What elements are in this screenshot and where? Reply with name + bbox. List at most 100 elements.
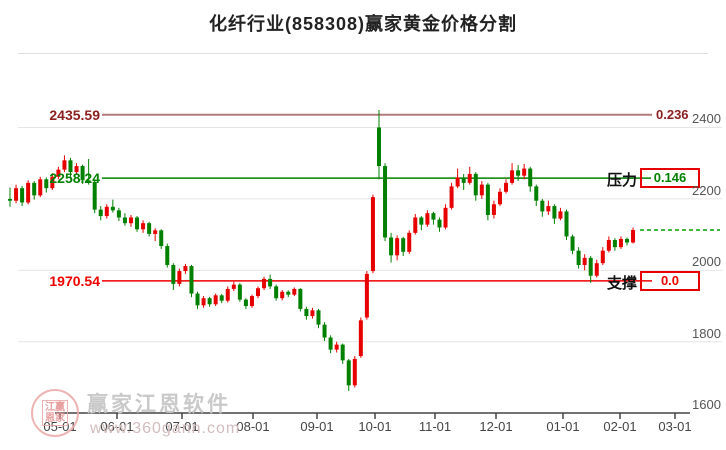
candle-body <box>564 211 569 237</box>
candle-body <box>116 210 121 218</box>
candle-body <box>68 160 73 173</box>
level-name-label: 支撑 <box>606 274 637 292</box>
candle-body <box>582 257 587 265</box>
candle-body <box>467 173 472 183</box>
candle-body <box>86 180 91 182</box>
candle-body <box>437 219 442 228</box>
candle-body <box>195 293 200 306</box>
candle-body <box>449 186 454 208</box>
x-axis-tick-label: 08-01 <box>236 419 270 434</box>
candle-body <box>479 184 484 196</box>
level-price-label: 2435.59 <box>49 106 100 123</box>
candle-body <box>50 176 55 189</box>
x-axis-tick-label: 07-01 <box>165 419 199 434</box>
candle-body <box>419 217 424 225</box>
candle-body <box>177 271 182 284</box>
candle-body <box>183 266 188 272</box>
candle-body <box>104 206 109 217</box>
candle-body <box>8 198 12 201</box>
candle-body <box>20 188 25 203</box>
y-axis-tick-label: 1800 <box>692 325 721 341</box>
candle-body <box>122 217 127 224</box>
candle-body <box>310 310 315 317</box>
x-axis-tick-label: 10-01 <box>358 419 392 434</box>
candle-body <box>455 177 460 187</box>
candle-body <box>364 273 369 318</box>
candle-body <box>249 296 254 307</box>
candle-body <box>473 173 478 196</box>
candle-body <box>110 206 115 211</box>
candle-body <box>171 264 176 284</box>
candle-body <box>189 266 194 294</box>
candle-body <box>268 278 273 287</box>
candle-body <box>135 217 140 230</box>
candle-body <box>141 223 146 230</box>
candle-body <box>328 337 333 350</box>
candle-body <box>322 324 327 338</box>
candle-body <box>44 179 49 189</box>
x-axis-tick-label: 01-01 <box>546 419 580 434</box>
candle-body <box>80 166 85 181</box>
y-axis-tick-label: 2000 <box>692 254 721 270</box>
candle-body <box>286 291 291 295</box>
candle-body <box>340 344 345 361</box>
candle-body <box>352 358 357 386</box>
candle-body <box>14 188 19 201</box>
candle-body <box>588 257 593 276</box>
candle-body <box>304 308 309 317</box>
candle-body <box>262 278 267 289</box>
candle-body <box>231 284 236 289</box>
candle-body <box>576 250 581 265</box>
candle-body <box>92 181 97 210</box>
candle-body <box>26 182 31 203</box>
candle-body <box>606 239 611 251</box>
candle-body <box>510 170 515 183</box>
x-axis-tick-label: 12-01 <box>479 419 513 434</box>
candle-body <box>504 182 509 192</box>
candle-body <box>528 168 533 187</box>
candle-body <box>376 127 381 167</box>
candle-body <box>147 223 152 234</box>
candle-body <box>237 284 242 300</box>
candle-body <box>213 295 218 305</box>
candle-body <box>552 206 557 219</box>
x-axis-tick-label: 03-01 <box>658 419 692 434</box>
watermark-stamp-text: 江赢 恩家 <box>42 400 68 426</box>
candle-body <box>546 206 551 212</box>
candle-body <box>522 168 527 176</box>
candle-body <box>207 298 212 305</box>
level-ratio-value: 0.236 <box>656 106 689 122</box>
watermark-brand: 赢家江恩软件 <box>87 393 231 416</box>
candle-body <box>316 310 321 325</box>
candle-body <box>600 250 605 264</box>
candle-body <box>624 238 629 243</box>
page-title: 化纤行业(858308)赢家黄金价格分割 <box>208 14 518 34</box>
candle-body <box>431 213 436 220</box>
candle-body <box>128 217 133 224</box>
candle-body <box>631 229 636 243</box>
candle-body <box>201 298 206 306</box>
candle-body <box>165 246 170 265</box>
title-separator <box>18 53 708 54</box>
candle-body <box>534 186 539 201</box>
candle-body <box>383 166 388 238</box>
candle-body <box>485 184 490 215</box>
candle-body <box>413 217 418 233</box>
level-ratio-value: 0.146 <box>650 171 690 186</box>
candle-body <box>594 263 599 276</box>
candle-body <box>219 295 224 301</box>
candle-body <box>159 230 164 247</box>
level-ratio-box: 0.146 <box>640 168 700 189</box>
candle-body <box>98 209 103 217</box>
candle-body <box>540 200 545 212</box>
y-axis-tick-label: 1600 <box>692 397 721 413</box>
candle-body <box>274 286 279 299</box>
candle-body <box>62 160 67 170</box>
watermark-stamp-logo: 江赢 恩家 <box>31 389 79 437</box>
x-axis-tick-label: 02-01 <box>603 419 637 434</box>
candle-body <box>358 320 363 357</box>
candle-body <box>497 191 502 205</box>
candle-body <box>443 207 448 228</box>
